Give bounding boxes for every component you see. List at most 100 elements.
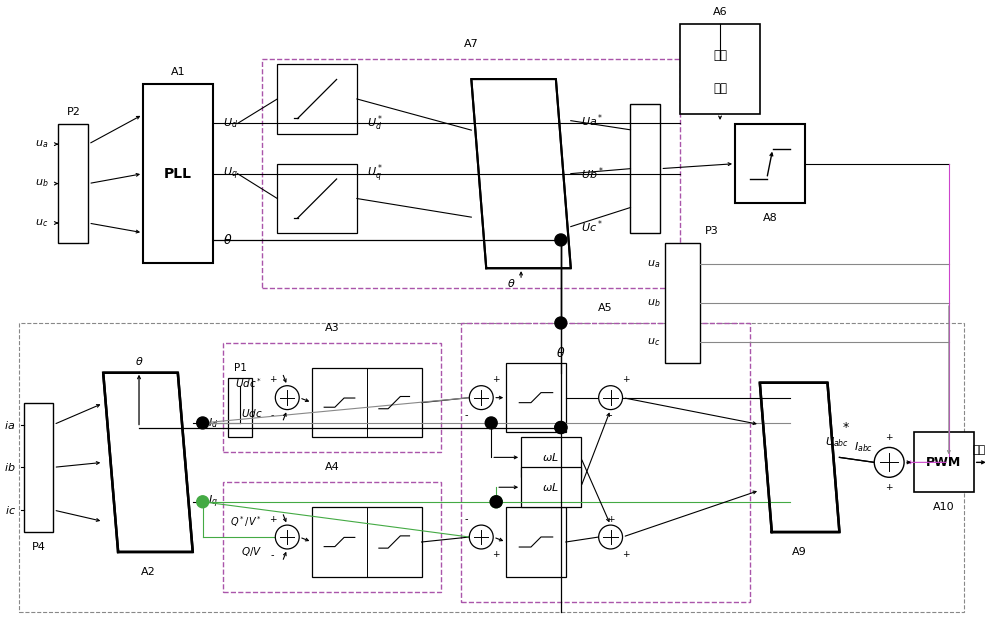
Text: A4: A4 <box>325 462 339 472</box>
Text: P2: P2 <box>66 107 80 117</box>
Bar <box>143 84 213 263</box>
Circle shape <box>469 385 493 410</box>
Text: $ia$: $ia$ <box>4 418 16 430</box>
Circle shape <box>490 496 502 508</box>
Text: A10: A10 <box>933 502 955 512</box>
Circle shape <box>490 496 502 508</box>
Text: -: - <box>609 411 612 420</box>
Bar <box>665 243 700 363</box>
Text: $u_c$: $u_c$ <box>35 217 48 229</box>
Text: $Q/V$: $Q/V$ <box>241 546 262 558</box>
Text: P3: P3 <box>705 227 719 236</box>
Circle shape <box>275 385 299 410</box>
Bar <box>312 368 422 437</box>
Text: $\theta$: $\theta$ <box>223 233 232 247</box>
Text: $u_a$: $u_a$ <box>647 258 660 270</box>
Text: 故障: 故障 <box>713 49 727 62</box>
Text: $\theta$: $\theta$ <box>507 277 515 289</box>
Bar <box>461 323 750 602</box>
Bar <box>223 482 441 592</box>
Text: A8: A8 <box>762 213 777 223</box>
Text: $u_a$: $u_a$ <box>35 138 48 150</box>
Text: $I_{abc}$: $I_{abc}$ <box>854 441 874 454</box>
Circle shape <box>197 417 209 429</box>
Text: +: + <box>885 433 893 442</box>
Text: -: - <box>465 514 468 524</box>
Bar <box>506 363 566 432</box>
Text: +: + <box>885 483 893 492</box>
Circle shape <box>555 422 567 434</box>
Text: $I_q$: $I_q$ <box>208 494 218 510</box>
Circle shape <box>874 448 904 477</box>
Text: +: + <box>492 551 500 560</box>
Text: PLL: PLL <box>164 166 192 180</box>
Text: P4: P4 <box>32 542 45 552</box>
Text: +: + <box>492 375 500 384</box>
Text: -: - <box>271 411 274 420</box>
Bar <box>24 403 53 532</box>
Circle shape <box>599 525 623 549</box>
Circle shape <box>469 525 493 549</box>
Text: $U_d$: $U_d$ <box>223 116 238 130</box>
Text: $I_d$: $I_d$ <box>208 416 218 430</box>
Text: A1: A1 <box>171 67 185 77</box>
Text: $Udc$: $Udc$ <box>241 406 262 418</box>
Text: +: + <box>622 551 629 560</box>
Text: $u_c$: $u_c$ <box>647 337 660 348</box>
Circle shape <box>197 496 209 508</box>
Bar <box>58 124 88 243</box>
Text: A6: A6 <box>713 8 727 17</box>
Text: *: * <box>843 421 849 434</box>
Text: A5: A5 <box>598 303 613 313</box>
Polygon shape <box>103 373 193 552</box>
Text: $U_{abc}$: $U_{abc}$ <box>825 436 849 449</box>
Bar <box>735 124 805 203</box>
Text: $Ub^*$: $Ub^*$ <box>581 165 604 182</box>
Text: $Uc^*$: $Uc^*$ <box>581 218 603 235</box>
Bar <box>19 323 964 611</box>
Text: A3: A3 <box>325 323 339 333</box>
Bar <box>223 343 441 453</box>
Text: $\theta$: $\theta$ <box>135 355 143 367</box>
Bar <box>680 24 760 114</box>
Bar <box>521 437 581 477</box>
Polygon shape <box>471 79 571 268</box>
Bar <box>228 378 252 437</box>
Text: $Q^*/V^*$: $Q^*/V^*$ <box>230 515 262 529</box>
Text: A7: A7 <box>464 39 479 49</box>
Text: +: + <box>269 375 276 384</box>
Text: $\omega L$: $\omega L$ <box>542 451 559 463</box>
Text: $Udc^*$: $Udc^*$ <box>235 376 262 389</box>
Polygon shape <box>760 383 839 532</box>
Text: $u_b$: $u_b$ <box>647 297 660 309</box>
Bar <box>630 104 660 234</box>
Bar <box>914 432 974 492</box>
Text: $\omega L$: $\omega L$ <box>542 481 559 493</box>
Circle shape <box>275 525 299 549</box>
Text: -: - <box>465 411 468 420</box>
Bar <box>312 507 422 577</box>
Bar <box>521 467 581 507</box>
Text: $ib$: $ib$ <box>4 461 16 473</box>
Text: $u_b$: $u_b$ <box>35 178 48 189</box>
Text: A2: A2 <box>141 567 155 577</box>
Text: +: + <box>269 515 276 523</box>
Text: P1: P1 <box>234 363 246 373</box>
Text: $U_d^*$: $U_d^*$ <box>367 114 383 134</box>
Circle shape <box>485 417 497 429</box>
Text: 脉冲: 脉冲 <box>972 446 985 455</box>
Text: $\theta$: $\theta$ <box>556 346 566 360</box>
Bar <box>277 164 357 234</box>
Circle shape <box>555 234 567 246</box>
Text: -: - <box>271 550 274 560</box>
Text: PWM: PWM <box>926 456 962 469</box>
Text: $ic$: $ic$ <box>5 504 16 516</box>
Text: $U_q^*$: $U_q^*$ <box>367 163 383 185</box>
Circle shape <box>555 317 567 329</box>
Text: A9: A9 <box>792 547 807 557</box>
Circle shape <box>599 385 623 410</box>
Bar <box>262 59 680 288</box>
Text: +: + <box>622 375 629 384</box>
Circle shape <box>555 422 567 434</box>
Bar <box>506 507 566 577</box>
